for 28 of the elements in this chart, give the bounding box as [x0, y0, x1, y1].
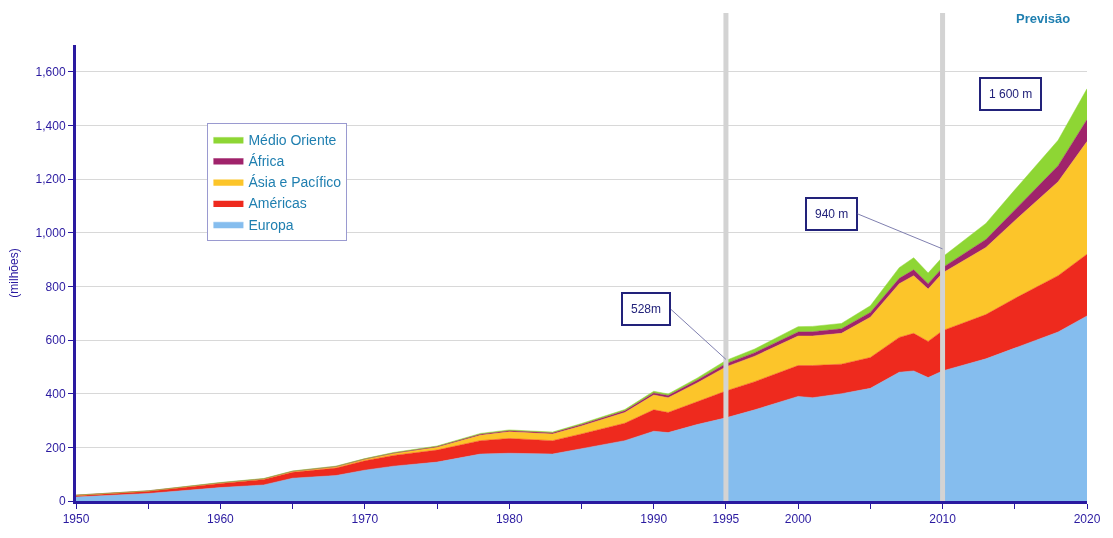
text: Previsão: [1016, 11, 1071, 26]
y-tick-label: 600: [45, 333, 66, 348]
x-tick-label: 1980: [495, 512, 523, 527]
x-tick-label: 1970: [351, 512, 379, 527]
x-tick-label: 1960: [207, 512, 235, 527]
y-tick-label: 400: [45, 386, 66, 401]
x-tick-label: 1990: [640, 512, 668, 527]
annotation: 528m: [631, 302, 662, 316]
legend-label: Ásia e Pacífico: [248, 174, 342, 191]
x-tick-label: 1995: [712, 512, 740, 527]
x-tick-label: 1950: [62, 512, 90, 527]
y-axis-title: (milhões): [6, 248, 21, 298]
legend-label: Médio Oriente: [248, 131, 337, 148]
x-tick-label: 2020: [1073, 512, 1101, 527]
y-tick-label: 0: [58, 494, 66, 509]
legend-label: Américas: [248, 195, 307, 212]
legend-label: Europa: [248, 216, 294, 233]
y-tick-label: 200: [45, 440, 66, 455]
y-tick-label: 1,000: [35, 225, 66, 240]
x-tick-label: 2000: [784, 512, 812, 527]
legend-label: África: [248, 153, 285, 170]
y-tick-label: 1,400: [35, 118, 66, 133]
annotation: 940 m: [815, 207, 849, 221]
y-tick-label: 1,200: [35, 172, 66, 187]
y-tick-label: 800: [45, 279, 66, 294]
x-tick-label: 2010: [929, 512, 957, 527]
annotation: 1 600 m: [989, 87, 1033, 101]
y-tick-label: 1,600: [35, 65, 66, 80]
